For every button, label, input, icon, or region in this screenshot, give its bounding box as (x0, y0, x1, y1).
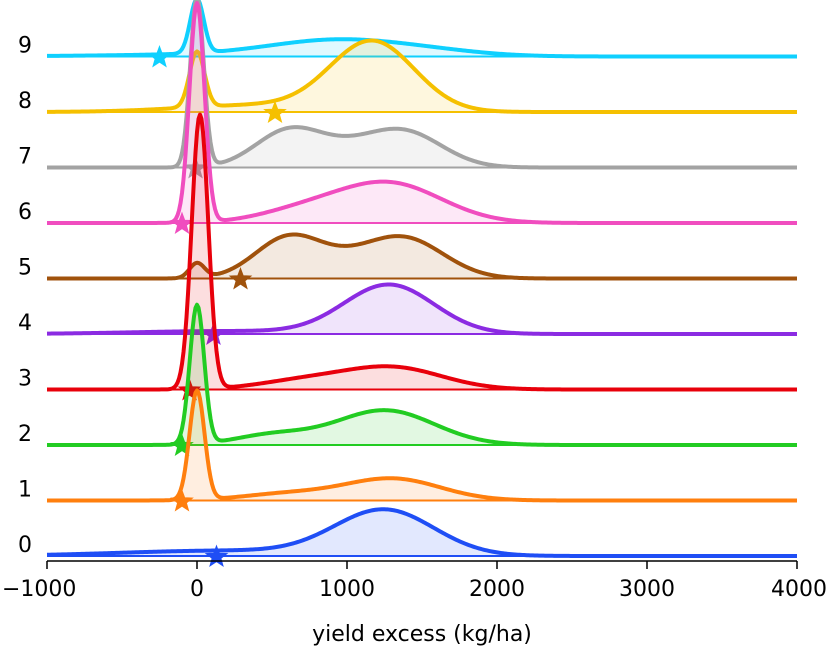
row-label-2: 2 (18, 422, 32, 447)
ridge-row-1 (46, 388, 798, 512)
row-labels: 9 8 7 6 5 4 3 2 1 0 (18, 34, 32, 559)
density-fill-4 (47, 284, 797, 334)
ridge-row-4 (46, 282, 798, 346)
ridge-row-5 (46, 232, 798, 290)
density-fill-2 (47, 304, 797, 445)
ridge-row-0 (46, 507, 798, 568)
ridge-row-6 (46, 1, 798, 235)
density-line-9 (46, 0, 798, 59)
x-tick-label-2000: 2000 (469, 577, 525, 602)
ridge-row-9 (46, 0, 798, 68)
x-axis: −1000 0 1000 2000 3000 4000 (2, 560, 827, 602)
x-tick-label-3000: 3000 (619, 577, 675, 602)
density-line-6 (46, 1, 798, 225)
density-fill-0 (47, 509, 797, 556)
density-fill-6 (47, 3, 797, 223)
density-fill-9 (47, 0, 797, 57)
density-line-7 (46, 0, 798, 170)
row-label-0: 0 (18, 533, 32, 558)
density-fill-3 (47, 114, 797, 390)
density-line-1 (46, 388, 798, 503)
density-line-8 (46, 38, 798, 114)
x-tick-label-4000: 4000 (771, 577, 827, 602)
row-label-9: 9 (18, 34, 32, 59)
density-fill-8 (47, 40, 797, 112)
x-tick-label-1000: 1000 (319, 577, 375, 602)
row-label-6: 6 (18, 200, 32, 225)
density-line-2 (46, 302, 798, 447)
mean-star-5 (228, 267, 253, 290)
ridgeline-rows (46, 0, 798, 568)
x-tick-label-0: 0 (190, 577, 204, 602)
mean-star-8 (263, 100, 287, 124)
mean-star-9 (147, 45, 172, 68)
row-label-5: 5 (18, 256, 32, 281)
ridge-row-8 (46, 38, 798, 124)
density-line-0 (46, 507, 798, 558)
density-line-3 (46, 112, 798, 392)
density-line-4 (46, 282, 798, 336)
row-label-1: 1 (18, 478, 32, 503)
density-line-5 (46, 232, 798, 281)
ridge-row-3 (46, 112, 798, 401)
row-label-7: 7 (18, 145, 32, 170)
row-label-4: 4 (18, 311, 32, 336)
mean-star-3 (177, 378, 202, 401)
x-tick-label--1000: −1000 (2, 577, 76, 602)
mean-star-1 (170, 489, 194, 512)
row-label-8: 8 (18, 89, 32, 114)
density-fill-7 (47, 0, 797, 168)
x-axis-title: yield excess (kg/ha) (312, 622, 532, 647)
density-fill-1 (47, 390, 797, 501)
row-label-3: 3 (18, 367, 32, 392)
